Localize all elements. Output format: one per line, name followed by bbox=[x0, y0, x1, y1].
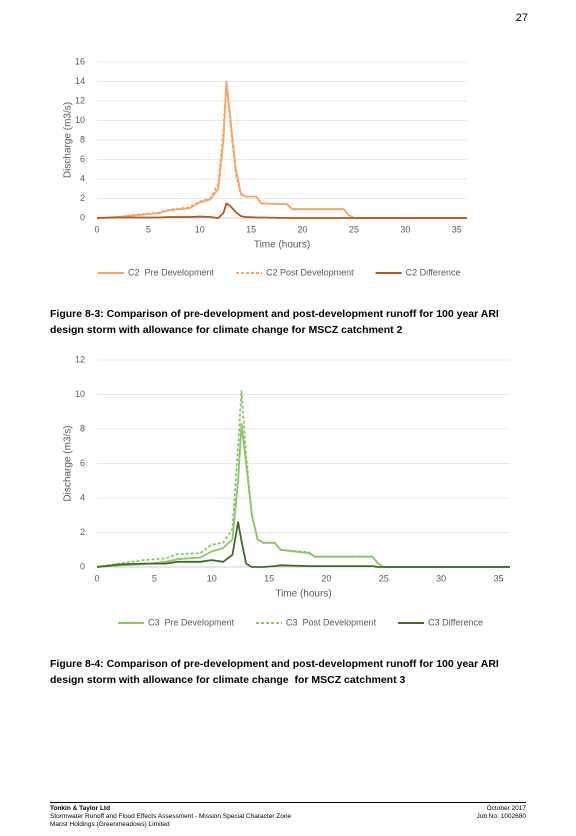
legend-label: C2 Post Development bbox=[266, 267, 354, 277]
x-tick-label: 30 bbox=[436, 573, 446, 583]
legend-label: C2 Difference bbox=[406, 267, 461, 277]
legend-label: C3 Pre Development bbox=[148, 617, 235, 627]
y-tick-label: 10 bbox=[75, 115, 85, 125]
footer-report: Stormwater Runoff and Flood Effects Asse… bbox=[50, 813, 292, 820]
footer-company: Tonkin & Taylor Ltd bbox=[50, 805, 111, 812]
y-tick-label: 12 bbox=[75, 95, 85, 105]
y-tick-label: 14 bbox=[75, 76, 85, 86]
x-tick-label: 30 bbox=[400, 224, 410, 234]
series-line bbox=[96, 80, 467, 219]
x-tick-label: 15 bbox=[246, 224, 256, 234]
y-tick-label: 4 bbox=[80, 173, 85, 183]
x-tick-label: 25 bbox=[349, 224, 359, 234]
x-tick-label: 15 bbox=[264, 573, 274, 583]
chart: 0 2 4 6 8 10 12 14 16 0 5 10 15 20 25 30 35 Time (hours) D… bbox=[63, 56, 467, 277]
figure-caption: Figure 8-3: Comparison of pre-developmen… bbox=[50, 308, 502, 336]
x-tick-label: 5 bbox=[146, 224, 151, 234]
footer-rule bbox=[50, 802, 526, 803]
x-tick-label: 25 bbox=[379, 573, 389, 583]
legend-label: C3 Post Development bbox=[286, 617, 377, 627]
y-tick-label: 6 bbox=[80, 154, 85, 164]
y-axis-label: Discharge (m3/s) bbox=[63, 102, 74, 178]
footer-date: October 2017 bbox=[486, 805, 526, 812]
y-tick-label: 12 bbox=[75, 354, 85, 364]
legend-label: C2 Pre Development bbox=[128, 267, 215, 277]
page-number: 27 bbox=[515, 12, 528, 24]
series-line bbox=[96, 202, 467, 219]
y-tick-label: 16 bbox=[75, 56, 85, 66]
legend-label: C3 Difference bbox=[428, 617, 483, 627]
x-tick-label: 0 bbox=[94, 224, 99, 234]
x-tick-label: 0 bbox=[94, 573, 99, 583]
y-tick-label: 2 bbox=[80, 193, 85, 203]
x-tick-label: 10 bbox=[207, 573, 217, 583]
x-tick-label: 35 bbox=[494, 573, 504, 583]
series-line bbox=[96, 390, 510, 568]
x-axis-label: Time (hours) bbox=[275, 589, 331, 600]
y-tick-label: 4 bbox=[80, 492, 85, 502]
y-tick-label: 2 bbox=[80, 527, 85, 537]
x-tick-label: 10 bbox=[195, 224, 205, 234]
x-tick-label: 20 bbox=[321, 573, 331, 583]
footer-client: Marist Holdings (Greenmeadows) Limited bbox=[50, 821, 170, 828]
x-tick-label: 20 bbox=[298, 224, 308, 234]
x-tick-label: 5 bbox=[152, 573, 157, 583]
y-tick-label: 8 bbox=[80, 134, 85, 144]
y-tick-label: 6 bbox=[80, 458, 85, 468]
y-tick-label: 0 bbox=[80, 561, 85, 571]
y-tick-label: 0 bbox=[80, 212, 85, 222]
footer-left: Tonkin & Taylor Ltd Stormwater Runoff an… bbox=[50, 805, 291, 829]
footer-right: October 2017 Job No: 1002680 bbox=[476, 805, 526, 821]
series-line bbox=[96, 422, 510, 568]
y-tick-label: 10 bbox=[75, 389, 85, 399]
figure-caption: Figure 8-4: Comparison of pre-developmen… bbox=[50, 658, 502, 686]
chart: 0 2 4 6 8 10 12 0 5 10 15 20 25 30 35 Time (hours) Disch… bbox=[63, 354, 510, 627]
y-tick-label: 8 bbox=[80, 423, 85, 433]
x-tick-label: 35 bbox=[452, 224, 462, 234]
footer-job: Job No: 1002680 bbox=[476, 813, 526, 820]
x-axis-label: Time (hours) bbox=[254, 240, 310, 251]
series-line bbox=[96, 82, 467, 219]
y-axis-label: Discharge (m3/s) bbox=[63, 425, 74, 501]
series-line bbox=[96, 521, 510, 568]
